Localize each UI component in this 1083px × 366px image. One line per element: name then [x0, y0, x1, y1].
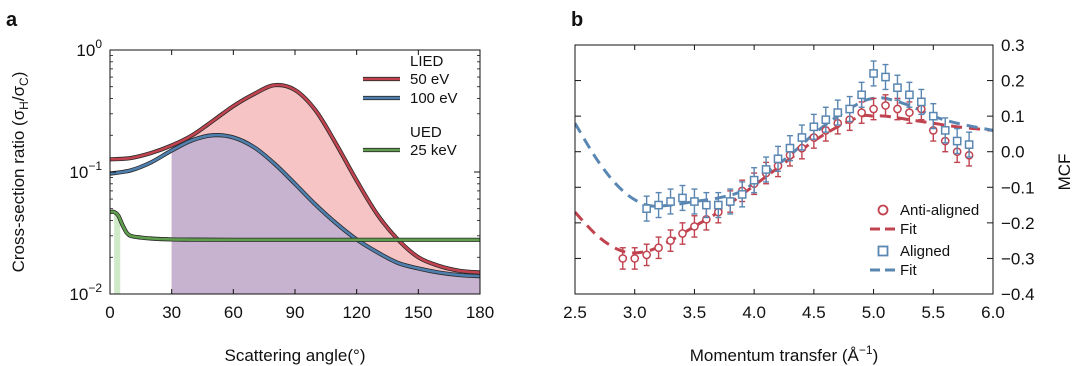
data-point	[642, 250, 652, 260]
fill-25kev	[114, 212, 121, 294]
data-point	[666, 236, 675, 245]
x-tick-label-a: 120	[342, 303, 370, 322]
panel-b-y-axis-label: MCF	[1055, 154, 1074, 191]
data-point	[893, 104, 902, 114]
data-point	[845, 104, 855, 114]
legend-entry-b: Anti-aligned	[900, 202, 979, 219]
data-point	[869, 104, 878, 114]
data-point	[857, 90, 866, 100]
legend-entry: 50 eV	[410, 71, 449, 88]
data-point	[881, 72, 890, 82]
curve-2	[110, 210, 480, 242]
y-tick-label-b: 0.0	[1001, 143, 1025, 162]
data-point	[785, 143, 795, 153]
y-tick-label-a: 10−2	[69, 281, 102, 304]
data-point	[642, 204, 652, 213]
legend-entry-b: Fit	[900, 221, 917, 238]
panel-b: b 2.5 3.0 3.5 4.0 4.5 5.0 5.5 6.0−0.4 −0.3 −0.2 −0…	[563, 9, 1074, 365]
x-tick-label-b: 5.5	[921, 303, 945, 322]
data-point	[833, 108, 843, 117]
x-tick-label-b: 3.5	[683, 303, 707, 322]
y-tick-label-b: 0.3	[1001, 36, 1025, 55]
y-tick-label-b: −0.3	[1001, 249, 1035, 268]
data-point	[690, 197, 699, 206]
x-tick-label-a: 180	[466, 303, 494, 322]
fit-line-1	[575, 113, 993, 255]
x-tick-label-b: 4.5	[802, 303, 826, 322]
x-tick-label-a: 150	[404, 303, 432, 322]
panel-b-plot	[575, 60, 993, 270]
data-point	[761, 165, 771, 174]
y-tick-label-b: −0.2	[1001, 214, 1035, 233]
y-tick-label-b: −0.4	[1001, 285, 1035, 304]
data-point	[869, 69, 878, 78]
x-tick-label-b: 3.0	[623, 303, 647, 322]
legend-entry-b: Fit	[900, 262, 917, 279]
data-point	[809, 122, 819, 132]
data-point	[881, 101, 890, 110]
data-point	[821, 115, 831, 125]
y-tick-label-b: 0.1	[1001, 107, 1025, 126]
panel-a: a 0 30 60 90 120 150 180 100 10−1 10−2 Scattering…	[6, 9, 494, 365]
y-tick-label-b: −0.1	[1001, 178, 1035, 197]
y-tick-label-a: 10−1	[69, 159, 102, 182]
data-point	[797, 133, 807, 142]
legend-marker	[877, 204, 889, 216]
data-point	[964, 140, 974, 149]
data-point	[666, 197, 675, 206]
data-point	[928, 111, 938, 121]
data-point	[893, 83, 902, 93]
x-tick-label-b: 6.0	[981, 303, 1005, 322]
panel-a-x-axis-label: Scattering angle(°)	[225, 346, 366, 365]
y-tick-label-a: 100	[76, 37, 102, 60]
x-tick-label-b: 4.0	[742, 303, 766, 322]
x-tick-label-a: 30	[162, 303, 181, 322]
curve-0	[110, 83, 480, 274]
data-point	[940, 126, 950, 135]
panel-b-letter: b	[571, 9, 583, 31]
x-tick-label-a: 90	[286, 303, 305, 322]
data-point	[654, 200, 663, 210]
x-tick-label-b: 5.0	[862, 303, 886, 322]
data-point	[618, 254, 628, 263]
y-tick-label-b: 0.2	[1001, 72, 1025, 91]
panel-a-letter: a	[6, 9, 18, 31]
legend-title-lied: LIED	[410, 53, 444, 70]
data-point	[773, 154, 783, 164]
data-point	[630, 254, 640, 263]
panel-b-x-axis-label: Momentum transfer (Å−1)	[690, 343, 878, 365]
legend-marker	[877, 245, 889, 257]
data-point	[737, 190, 747, 199]
data-point	[702, 200, 711, 210]
data-point	[905, 108, 914, 117]
panel-b-legend: Anti-aligned Fit Aligned Fit	[870, 202, 979, 279]
data-point	[952, 136, 962, 146]
x-tick-label-a: 60	[224, 303, 243, 322]
panel-a-ticks: 0 30 60 90 120 150 180 100 10−1 10−2	[69, 37, 494, 322]
panel-a-y-axis-label: Cross-section ratio (σH/σC)	[9, 72, 31, 273]
data-point	[654, 243, 663, 253]
data-point	[725, 197, 735, 206]
data-point	[749, 175, 759, 185]
aligned-points	[642, 60, 974, 222]
data-point	[678, 229, 687, 238]
x-tick-label-a: 0	[105, 303, 114, 322]
legend-entry: 100 eV	[410, 90, 458, 107]
panel-b-frame	[574, 44, 994, 295]
data-point	[678, 193, 687, 203]
x-tick-label-b: 2.5	[563, 303, 587, 322]
curve-1	[110, 133, 480, 278]
panel-b-ticks: 2.5 3.0 3.5 4.0 4.5 5.0 5.5 6.0−0.4 −0.3 −0.2 −0.1…	[563, 36, 1034, 322]
data-point	[916, 97, 926, 107]
legend-title-ued: UED	[410, 124, 442, 141]
legend-entry: 25 keV	[410, 142, 457, 159]
data-point	[690, 222, 699, 231]
data-point	[857, 108, 866, 117]
data-point	[905, 90, 914, 100]
legend-entry-b: Aligned	[900, 243, 950, 260]
data-point	[713, 200, 723, 210]
panel-a-lines	[110, 82, 480, 279]
